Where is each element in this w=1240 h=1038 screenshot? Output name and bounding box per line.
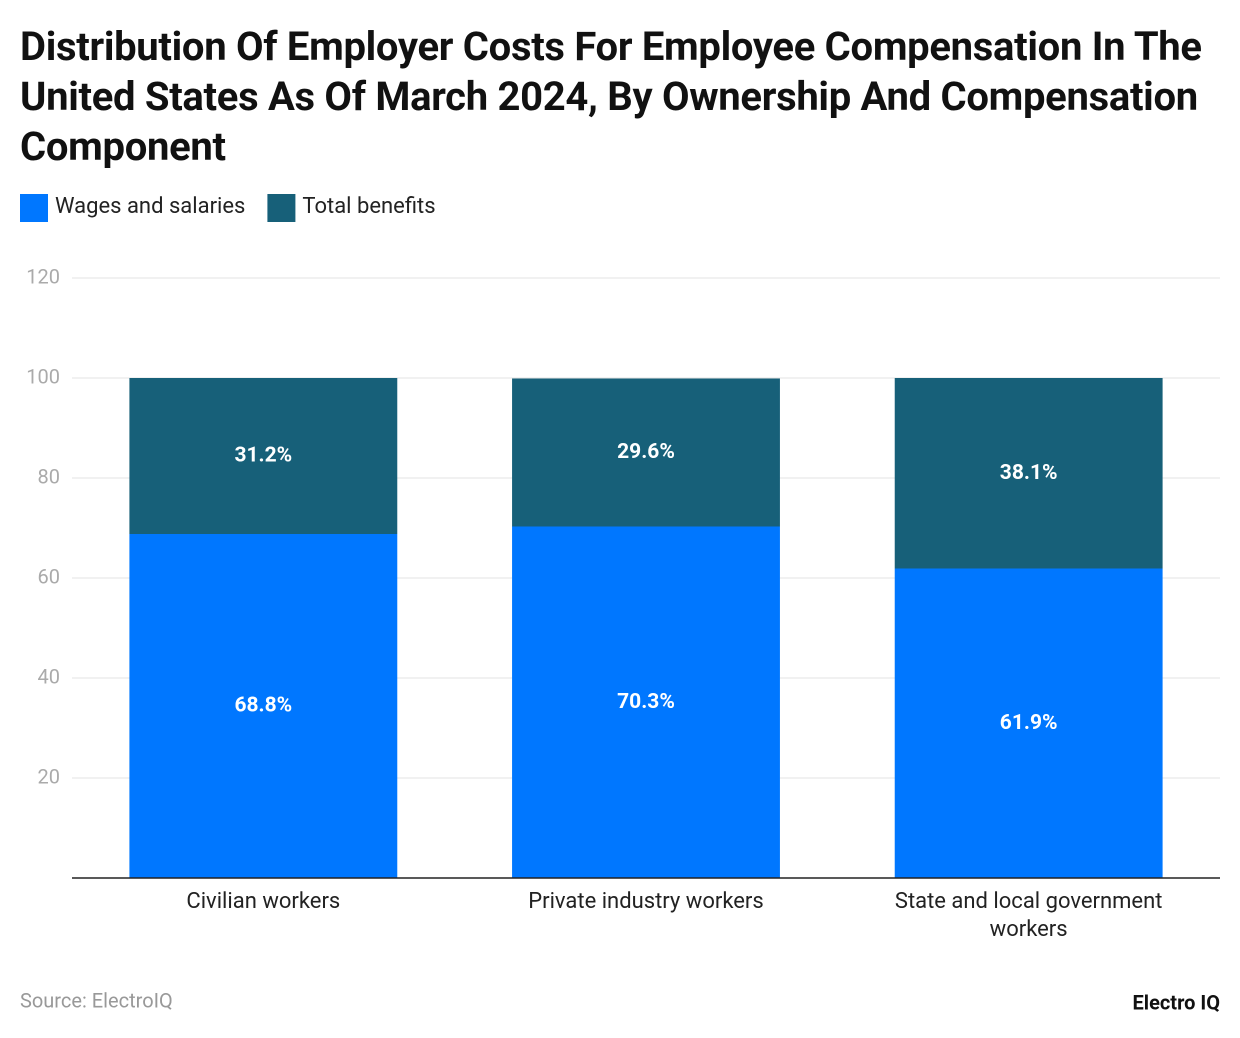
bar-segment bbox=[512, 526, 780, 878]
legend-swatch bbox=[20, 194, 48, 222]
value-label: 70.3% bbox=[617, 690, 675, 714]
value-label: 61.9% bbox=[1000, 711, 1058, 735]
value-label: 68.8% bbox=[234, 694, 292, 718]
source: Source: ElectroIQ bbox=[20, 988, 173, 1012]
value-label: 38.1% bbox=[1000, 461, 1058, 485]
value-label: 29.6% bbox=[617, 440, 675, 464]
bar-segment bbox=[129, 534, 398, 878]
legend-label: Total benefits bbox=[302, 194, 435, 219]
y-tick-label: 100 bbox=[26, 364, 60, 388]
bar-segment bbox=[894, 378, 1163, 569]
x-tick-label: Civilian workers bbox=[186, 889, 341, 914]
bar-segment bbox=[512, 378, 780, 527]
y-tick-label: 120 bbox=[26, 264, 60, 288]
y-tick-label: 40 bbox=[38, 664, 60, 688]
brand: Electro IQ bbox=[1133, 990, 1220, 1014]
chart-title: Distribution Of Employer Costs For Emplo… bbox=[20, 23, 1202, 170]
value-label: 31.2% bbox=[234, 444, 292, 468]
legend-label: Wages and salaries bbox=[55, 194, 245, 219]
legend-swatch bbox=[267, 194, 296, 222]
bar-segment bbox=[129, 378, 398, 534]
x-tick-label: Private industry workers bbox=[528, 889, 764, 914]
bar-segment bbox=[894, 568, 1163, 878]
y-tick-label: 80 bbox=[38, 464, 60, 488]
y-tick-label: 20 bbox=[38, 764, 60, 788]
x-tick-label: State and local government workers bbox=[894, 889, 1163, 942]
y-tick-label: 60 bbox=[38, 564, 60, 588]
